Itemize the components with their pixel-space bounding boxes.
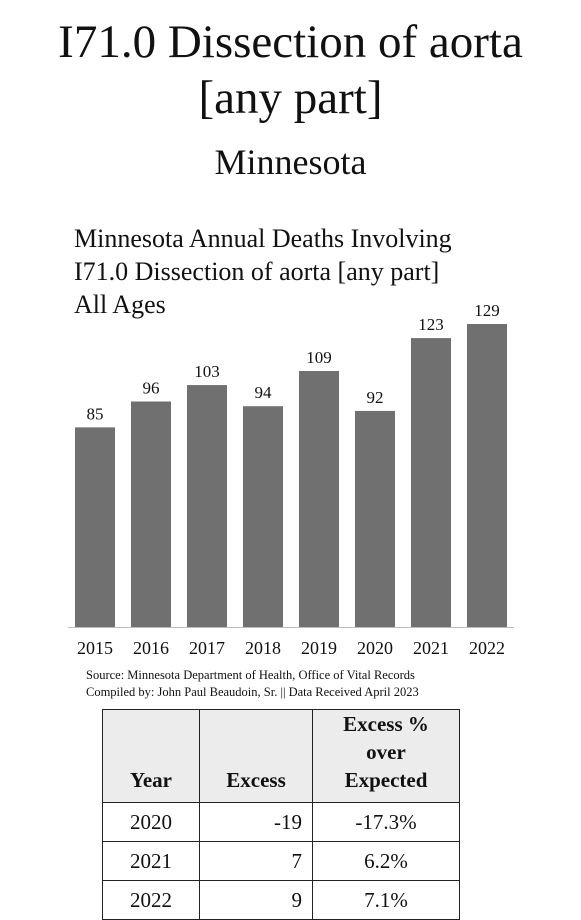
data-label-2017: 103 xyxy=(194,362,220,381)
cell-excess-pct: 6.2% xyxy=(312,841,460,881)
x-tick-label-2016: 2016 xyxy=(133,638,169,658)
chart-title-line2: I71.0 Dissection of aorta [any part] xyxy=(74,257,440,286)
chart-title-line3: All Ages xyxy=(74,290,166,319)
bar-2022 xyxy=(467,324,507,627)
table-row: 2020 -19 -17.3% xyxy=(102,802,460,842)
cell-excess: 7 xyxy=(199,841,313,881)
page-subtitle: Minnesota xyxy=(214,142,367,182)
x-tick-label-2018: 2018 xyxy=(245,638,281,658)
header-excess-pct: Excess % over Expected xyxy=(312,709,460,803)
data-label-2022: 129 xyxy=(474,301,500,320)
data-label-2021: 123 xyxy=(418,315,444,334)
x-tick-label-2017: 2017 xyxy=(189,638,225,658)
data-label-2020: 92 xyxy=(367,388,384,407)
table-row: 2022 9 7.1% xyxy=(102,880,460,920)
header-excess: Excess xyxy=(199,709,313,803)
x-tick-label-2015: 2015 xyxy=(77,638,113,658)
page-title-line1: I71.0 Dissection of aorta xyxy=(58,16,523,68)
x-tick-label-2022: 2022 xyxy=(469,638,505,658)
cell-year: 2020 xyxy=(102,802,200,842)
bar-2019 xyxy=(299,370,339,627)
page-title-line2: [any part] xyxy=(198,72,383,124)
chart-title-line1: Minnesota Annual Deaths Involving xyxy=(74,224,452,253)
excess-table: Year Excess Excess % over Expected 2020 … xyxy=(102,709,460,920)
cell-year: 2021 xyxy=(102,841,200,881)
bar-chart: 85 2015 96 2016 103 2017 94 2018 109 2019 92 2020 12… xyxy=(68,301,514,658)
x-tick-label-2020: 2020 xyxy=(357,638,393,658)
data-label-2018: 94 xyxy=(255,383,273,402)
header-year: Year xyxy=(102,709,200,803)
compiled-by-line: Compiled by: John Paul Beaudoin, Sr. || … xyxy=(86,685,419,699)
bar-2017 xyxy=(187,385,227,627)
data-label-2016: 96 xyxy=(143,379,160,398)
x-tick-label-2021: 2021 xyxy=(413,638,449,658)
bars-group: 85 2015 96 2016 103 2017 94 2018 109 2019 92 2020 12… xyxy=(75,301,507,658)
cell-year: 2022 xyxy=(102,880,200,920)
table-header-row: Year Excess Excess % over Expected xyxy=(102,709,460,803)
cell-excess-pct: 7.1% xyxy=(312,880,460,920)
cell-excess: -19 xyxy=(199,802,313,842)
data-label-2015: 85 xyxy=(87,404,104,423)
cell-excess: 9 xyxy=(199,880,313,920)
cell-excess-pct: -17.3% xyxy=(312,802,460,842)
bar-2016 xyxy=(131,401,171,627)
bar-2020 xyxy=(355,410,395,627)
bar-2018 xyxy=(243,406,283,627)
bar-2021 xyxy=(411,338,451,627)
data-label-2019: 109 xyxy=(306,348,332,367)
x-tick-label-2019: 2019 xyxy=(301,638,337,658)
bar-2015 xyxy=(75,427,115,627)
table-row: 2021 7 6.2% xyxy=(102,841,460,881)
source-line: Source: Minnesota Department of Health, … xyxy=(86,668,415,682)
